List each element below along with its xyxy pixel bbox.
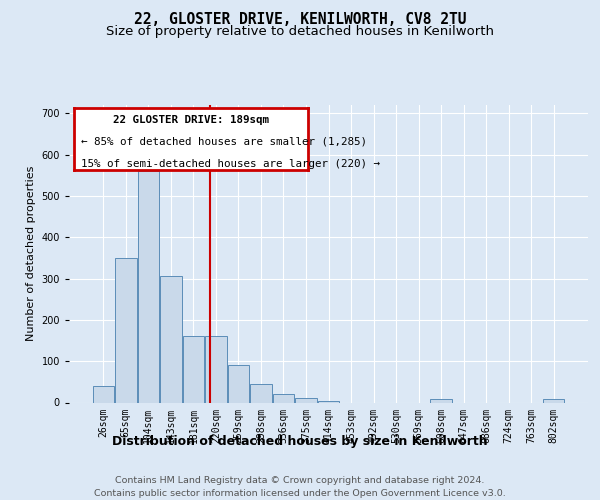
Bar bbox=[228, 366, 249, 403]
Bar bbox=[160, 276, 182, 402]
Bar bbox=[92, 386, 114, 402]
Text: Size of property relative to detached houses in Kenilworth: Size of property relative to detached ho… bbox=[106, 25, 494, 38]
Text: ← 85% of detached houses are smaller (1,285): ← 85% of detached houses are smaller (1,… bbox=[81, 136, 367, 146]
Bar bbox=[430, 399, 452, 402]
Text: Distribution of detached houses by size in Kenilworth: Distribution of detached houses by size … bbox=[112, 435, 488, 448]
Text: Contains public sector information licensed under the Open Government Licence v3: Contains public sector information licen… bbox=[94, 489, 506, 498]
Text: 22 GLOSTER DRIVE: 189sqm: 22 GLOSTER DRIVE: 189sqm bbox=[113, 116, 269, 126]
Bar bbox=[205, 336, 227, 402]
Text: 15% of semi-detached houses are larger (220) →: 15% of semi-detached houses are larger (… bbox=[81, 159, 380, 169]
Bar bbox=[543, 399, 565, 402]
Bar bbox=[295, 398, 317, 402]
Bar bbox=[273, 394, 294, 402]
Y-axis label: Number of detached properties: Number of detached properties bbox=[26, 166, 36, 342]
Text: 22, GLOSTER DRIVE, KENILWORTH, CV8 2TU: 22, GLOSTER DRIVE, KENILWORTH, CV8 2TU bbox=[134, 12, 466, 28]
Bar bbox=[137, 171, 159, 402]
Bar bbox=[115, 258, 137, 402]
Bar bbox=[182, 336, 204, 402]
Text: Contains HM Land Registry data © Crown copyright and database right 2024.: Contains HM Land Registry data © Crown c… bbox=[115, 476, 485, 485]
Bar bbox=[250, 384, 272, 402]
